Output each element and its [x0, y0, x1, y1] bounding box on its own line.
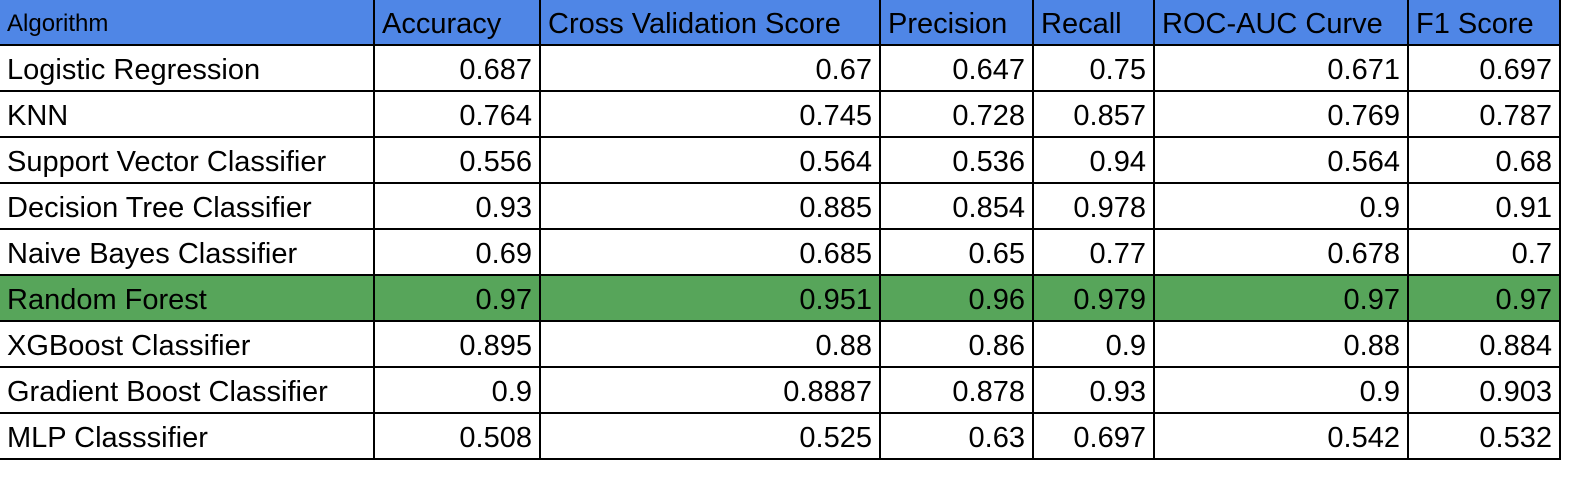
cell-algorithm[interactable]: Random Forest — [0, 274, 375, 322]
cell-f1-score[interactable]: 0.7 — [1407, 228, 1561, 276]
cell-recall[interactable]: 0.697 — [1032, 412, 1155, 460]
table-row: MLP Classsifier 0.508 0.525 0.63 0.697 0… — [0, 412, 1561, 460]
table-row: Logistic Regression 0.687 0.67 0.647 0.7… — [0, 44, 1561, 92]
cell-f1-score[interactable]: 0.697 — [1407, 44, 1561, 92]
header-roc-auc-curve[interactable]: ROC-AUC Curve — [1153, 0, 1409, 46]
cell-f1-score[interactable]: 0.532 — [1407, 412, 1561, 460]
header-algorithm[interactable]: Algorithm — [0, 0, 375, 46]
cell-algorithm[interactable]: Naive Bayes Classifier — [0, 228, 375, 276]
cell-roc-auc[interactable]: 0.542 — [1153, 412, 1409, 460]
header-accuracy[interactable]: Accuracy — [373, 0, 541, 46]
cell-precision[interactable]: 0.86 — [879, 320, 1034, 368]
table-row: Decision Tree Classifier 0.93 0.885 0.85… — [0, 182, 1561, 230]
cell-f1-score[interactable]: 0.787 — [1407, 90, 1561, 138]
cell-cross-validation-score[interactable]: 0.885 — [539, 182, 881, 230]
cell-accuracy[interactable]: 0.93 — [373, 182, 541, 230]
table-row: Naive Bayes Classifier 0.69 0.685 0.65 0… — [0, 228, 1561, 276]
cell-accuracy[interactable]: 0.508 — [373, 412, 541, 460]
cell-algorithm[interactable]: Logistic Regression — [0, 44, 375, 92]
cell-cross-validation-score[interactable]: 0.685 — [539, 228, 881, 276]
cell-precision[interactable]: 0.647 — [879, 44, 1034, 92]
header-precision[interactable]: Precision — [879, 0, 1034, 46]
header-recall[interactable]: Recall — [1032, 0, 1155, 46]
cell-recall[interactable]: 0.93 — [1032, 366, 1155, 414]
cell-roc-auc[interactable]: 0.769 — [1153, 90, 1409, 138]
cell-precision[interactable]: 0.728 — [879, 90, 1034, 138]
cell-f1-score[interactable]: 0.903 — [1407, 366, 1561, 414]
cell-recall[interactable]: 0.978 — [1032, 182, 1155, 230]
cell-roc-auc[interactable]: 0.9 — [1153, 366, 1409, 414]
table-row: Gradient Boost Classifier 0.9 0.8887 0.8… — [0, 366, 1561, 414]
cell-accuracy[interactable]: 0.764 — [373, 90, 541, 138]
cell-precision[interactable]: 0.65 — [879, 228, 1034, 276]
cell-algorithm[interactable]: MLP Classsifier — [0, 412, 375, 460]
cell-f1-score[interactable]: 0.97 — [1407, 274, 1561, 322]
cell-recall[interactable]: 0.9 — [1032, 320, 1155, 368]
header-row: Algorithm Accuracy Cross Validation Scor… — [0, 0, 1561, 46]
cell-recall[interactable]: 0.857 — [1032, 90, 1155, 138]
cell-cross-validation-score[interactable]: 0.67 — [539, 44, 881, 92]
cell-f1-score[interactable]: 0.884 — [1407, 320, 1561, 368]
table-row: KNN 0.764 0.745 0.728 0.857 0.769 0.787 — [0, 90, 1561, 138]
cell-accuracy[interactable]: 0.895 — [373, 320, 541, 368]
cell-roc-auc[interactable]: 0.671 — [1153, 44, 1409, 92]
cell-algorithm[interactable]: Gradient Boost Classifier — [0, 366, 375, 414]
cell-roc-auc[interactable]: 0.97 — [1153, 274, 1409, 322]
cell-accuracy[interactable]: 0.9 — [373, 366, 541, 414]
cell-roc-auc[interactable]: 0.564 — [1153, 136, 1409, 184]
table-row-highlighted: Random Forest 0.97 0.951 0.96 0.979 0.97… — [0, 274, 1561, 322]
cell-accuracy[interactable]: 0.687 — [373, 44, 541, 92]
results-table: Algorithm Accuracy Cross Validation Scor… — [0, 0, 1561, 460]
cell-cross-validation-score[interactable]: 0.745 — [539, 90, 881, 138]
cell-cross-validation-score[interactable]: 0.564 — [539, 136, 881, 184]
cell-algorithm[interactable]: Decision Tree Classifier — [0, 182, 375, 230]
cell-cross-validation-score[interactable]: 0.88 — [539, 320, 881, 368]
cell-cross-validation-score[interactable]: 0.951 — [539, 274, 881, 322]
cell-precision[interactable]: 0.63 — [879, 412, 1034, 460]
table-row: XGBoost Classifier 0.895 0.88 0.86 0.9 0… — [0, 320, 1561, 368]
table-row: Support Vector Classifier 0.556 0.564 0.… — [0, 136, 1561, 184]
header-cross-validation-score[interactable]: Cross Validation Score — [539, 0, 881, 46]
cell-cross-validation-score[interactable]: 0.8887 — [539, 366, 881, 414]
cell-recall[interactable]: 0.94 — [1032, 136, 1155, 184]
cell-accuracy[interactable]: 0.556 — [373, 136, 541, 184]
cell-precision[interactable]: 0.96 — [879, 274, 1034, 322]
header-f1-score[interactable]: F1 Score — [1407, 0, 1561, 46]
cell-cross-validation-score[interactable]: 0.525 — [539, 412, 881, 460]
cell-accuracy[interactable]: 0.69 — [373, 228, 541, 276]
cell-accuracy[interactable]: 0.97 — [373, 274, 541, 322]
cell-precision[interactable]: 0.854 — [879, 182, 1034, 230]
cell-f1-score[interactable]: 0.68 — [1407, 136, 1561, 184]
cell-recall[interactable]: 0.979 — [1032, 274, 1155, 322]
cell-recall[interactable]: 0.75 — [1032, 44, 1155, 92]
cell-f1-score[interactable]: 0.91 — [1407, 182, 1561, 230]
cell-algorithm[interactable]: Support Vector Classifier — [0, 136, 375, 184]
cell-precision[interactable]: 0.878 — [879, 366, 1034, 414]
cell-roc-auc[interactable]: 0.88 — [1153, 320, 1409, 368]
cell-algorithm[interactable]: XGBoost Classifier — [0, 320, 375, 368]
cell-recall[interactable]: 0.77 — [1032, 228, 1155, 276]
cell-roc-auc[interactable]: 0.678 — [1153, 228, 1409, 276]
cell-algorithm[interactable]: KNN — [0, 90, 375, 138]
cell-precision[interactable]: 0.536 — [879, 136, 1034, 184]
cell-roc-auc[interactable]: 0.9 — [1153, 182, 1409, 230]
